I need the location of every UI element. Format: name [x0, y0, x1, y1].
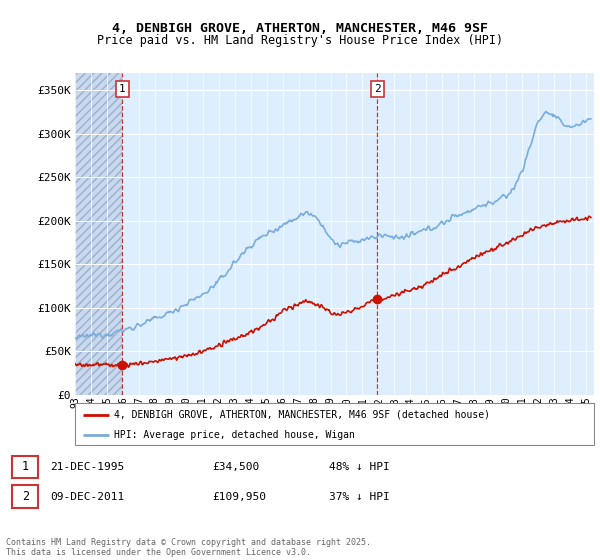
Text: 2: 2 [22, 490, 29, 503]
Text: 09-DEC-2011: 09-DEC-2011 [50, 492, 124, 502]
Bar [12, 486, 38, 508]
Text: Price paid vs. HM Land Registry's House Price Index (HPI): Price paid vs. HM Land Registry's House … [97, 34, 503, 46]
Text: 37% ↓ HPI: 37% ↓ HPI [329, 492, 390, 502]
Text: 1: 1 [119, 84, 126, 94]
Text: £34,500: £34,500 [212, 461, 259, 472]
Text: 21-DEC-1995: 21-DEC-1995 [50, 461, 124, 472]
Text: 2: 2 [374, 84, 381, 94]
Text: 4, DENBIGH GROVE, ATHERTON, MANCHESTER, M46 9SF (detached house): 4, DENBIGH GROVE, ATHERTON, MANCHESTER, … [114, 410, 490, 420]
Text: HPI: Average price, detached house, Wigan: HPI: Average price, detached house, Wiga… [114, 430, 355, 440]
Bar [75, 73, 122, 395]
Text: 4, DENBIGH GROVE, ATHERTON, MANCHESTER, M46 9SF: 4, DENBIGH GROVE, ATHERTON, MANCHESTER, … [112, 22, 488, 35]
Text: 1: 1 [22, 460, 29, 473]
Text: 48% ↓ HPI: 48% ↓ HPI [329, 461, 390, 472]
Bar [12, 455, 38, 478]
Text: £109,950: £109,950 [212, 492, 266, 502]
Text: Contains HM Land Registry data © Crown copyright and database right 2025.
This d: Contains HM Land Registry data © Crown c… [6, 538, 371, 557]
